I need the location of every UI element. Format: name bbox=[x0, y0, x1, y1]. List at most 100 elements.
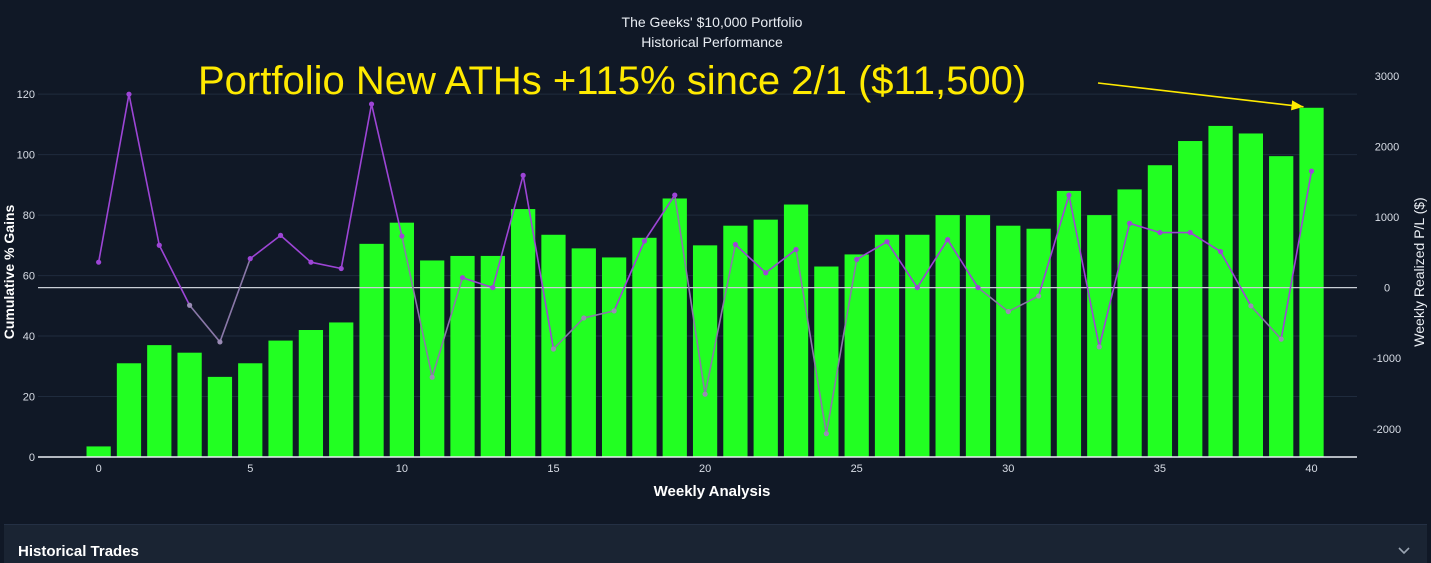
bar bbox=[935, 215, 960, 457]
line-point bbox=[1005, 308, 1011, 315]
x-tick-label: 30 bbox=[1002, 463, 1014, 475]
bar bbox=[965, 215, 991, 457]
bar bbox=[844, 254, 869, 457]
line-point bbox=[1036, 293, 1042, 299]
line-point bbox=[126, 91, 132, 97]
bar bbox=[874, 234, 900, 457]
line-point bbox=[550, 346, 557, 352]
line-point bbox=[156, 242, 162, 248]
bar bbox=[298, 330, 324, 457]
line-point bbox=[611, 308, 617, 314]
line-segment bbox=[856, 241, 888, 261]
line-segment bbox=[280, 234, 312, 263]
annotation-arrow bbox=[1097, 82, 1304, 108]
line-segment bbox=[977, 286, 1009, 313]
y-axis-label: Cumulative % Gains bbox=[1, 204, 17, 339]
bar bbox=[1269, 156, 1294, 458]
line-point bbox=[368, 101, 375, 107]
y-tick-label: 60 bbox=[23, 271, 35, 283]
line-point bbox=[672, 192, 678, 198]
bar bbox=[1087, 215, 1112, 457]
line-point bbox=[581, 315, 587, 321]
bar bbox=[814, 266, 839, 457]
line-segment bbox=[734, 243, 767, 274]
line-point bbox=[1248, 303, 1254, 309]
line-point bbox=[854, 256, 860, 262]
y2-tick-label: 0 bbox=[1384, 283, 1390, 295]
line-segment bbox=[1250, 305, 1282, 340]
line-point bbox=[1278, 336, 1284, 342]
line-segment bbox=[128, 94, 161, 246]
line-segment bbox=[310, 261, 342, 270]
bar bbox=[1208, 125, 1233, 457]
bar bbox=[116, 363, 142, 457]
line-segment bbox=[825, 259, 858, 434]
line-point bbox=[459, 275, 466, 281]
x-axis-label: Weekly Analysis bbox=[654, 483, 771, 500]
line-point bbox=[1126, 220, 1133, 226]
line-point bbox=[1066, 192, 1072, 198]
line-point bbox=[187, 302, 193, 308]
line-segment bbox=[97, 94, 130, 263]
line-segment bbox=[158, 244, 191, 306]
x-tick-label: 0 bbox=[96, 463, 102, 475]
y2-tick-label: -1000 bbox=[1373, 353, 1401, 365]
line-segment bbox=[522, 175, 555, 350]
bar bbox=[1147, 165, 1173, 458]
x-tick-label: 5 bbox=[247, 463, 253, 475]
historical-trades-panel[interactable]: Historical Trades bbox=[4, 524, 1427, 563]
line-segment bbox=[1068, 194, 1101, 348]
chart-subtitle: Historical Performance bbox=[641, 34, 783, 50]
bar bbox=[1117, 189, 1142, 457]
line-point bbox=[96, 259, 102, 265]
bar bbox=[238, 363, 263, 457]
x-tick-label: 15 bbox=[547, 463, 559, 475]
line-point bbox=[1187, 229, 1193, 236]
bar bbox=[723, 225, 748, 457]
line-point bbox=[399, 233, 405, 239]
bar bbox=[268, 340, 293, 457]
bar bbox=[207, 376, 233, 457]
bar bbox=[511, 209, 536, 457]
y-tick-label: 0 bbox=[29, 452, 35, 464]
y-tick-label: 80 bbox=[23, 210, 35, 222]
line-segment bbox=[1007, 295, 1039, 313]
annotation-arrowhead bbox=[1291, 100, 1304, 111]
bar bbox=[996, 225, 1021, 457]
x-tick-label: 10 bbox=[396, 463, 408, 475]
bar bbox=[662, 198, 687, 457]
line-point bbox=[277, 232, 284, 238]
annotation-text: Portfolio New ATHs +115% since 2/1 ($11,… bbox=[198, 59, 1026, 103]
bar bbox=[1178, 141, 1203, 457]
x-tick-label: 25 bbox=[851, 463, 863, 475]
x-tick-label: 35 bbox=[1154, 463, 1166, 475]
line-point bbox=[1308, 168, 1315, 174]
line-segment bbox=[340, 103, 373, 269]
line-segment bbox=[552, 317, 585, 350]
line-point bbox=[308, 259, 314, 265]
chevron-down-icon[interactable] bbox=[1397, 544, 1411, 558]
bar bbox=[177, 352, 202, 457]
bar bbox=[147, 345, 172, 457]
line-point bbox=[217, 339, 223, 345]
line-point bbox=[641, 238, 648, 244]
y2-tick-label: 2000 bbox=[1375, 141, 1399, 153]
bar bbox=[420, 260, 445, 457]
line-point bbox=[702, 391, 708, 397]
line-point bbox=[520, 172, 526, 178]
line-segment bbox=[583, 310, 615, 319]
line-segment bbox=[1219, 251, 1252, 307]
line-point bbox=[429, 374, 435, 380]
line-segment bbox=[188, 304, 221, 343]
line-segment bbox=[431, 277, 464, 378]
line-point bbox=[247, 256, 253, 262]
line-point bbox=[338, 265, 344, 272]
line-segment bbox=[1189, 231, 1221, 253]
bar bbox=[905, 234, 930, 457]
line-segment bbox=[249, 234, 282, 260]
x-tick-label: 40 bbox=[1305, 463, 1317, 475]
line-segment bbox=[462, 276, 494, 289]
line-segment bbox=[765, 248, 797, 274]
line-point bbox=[914, 284, 920, 291]
y-tick-label: 120 bbox=[17, 89, 35, 101]
